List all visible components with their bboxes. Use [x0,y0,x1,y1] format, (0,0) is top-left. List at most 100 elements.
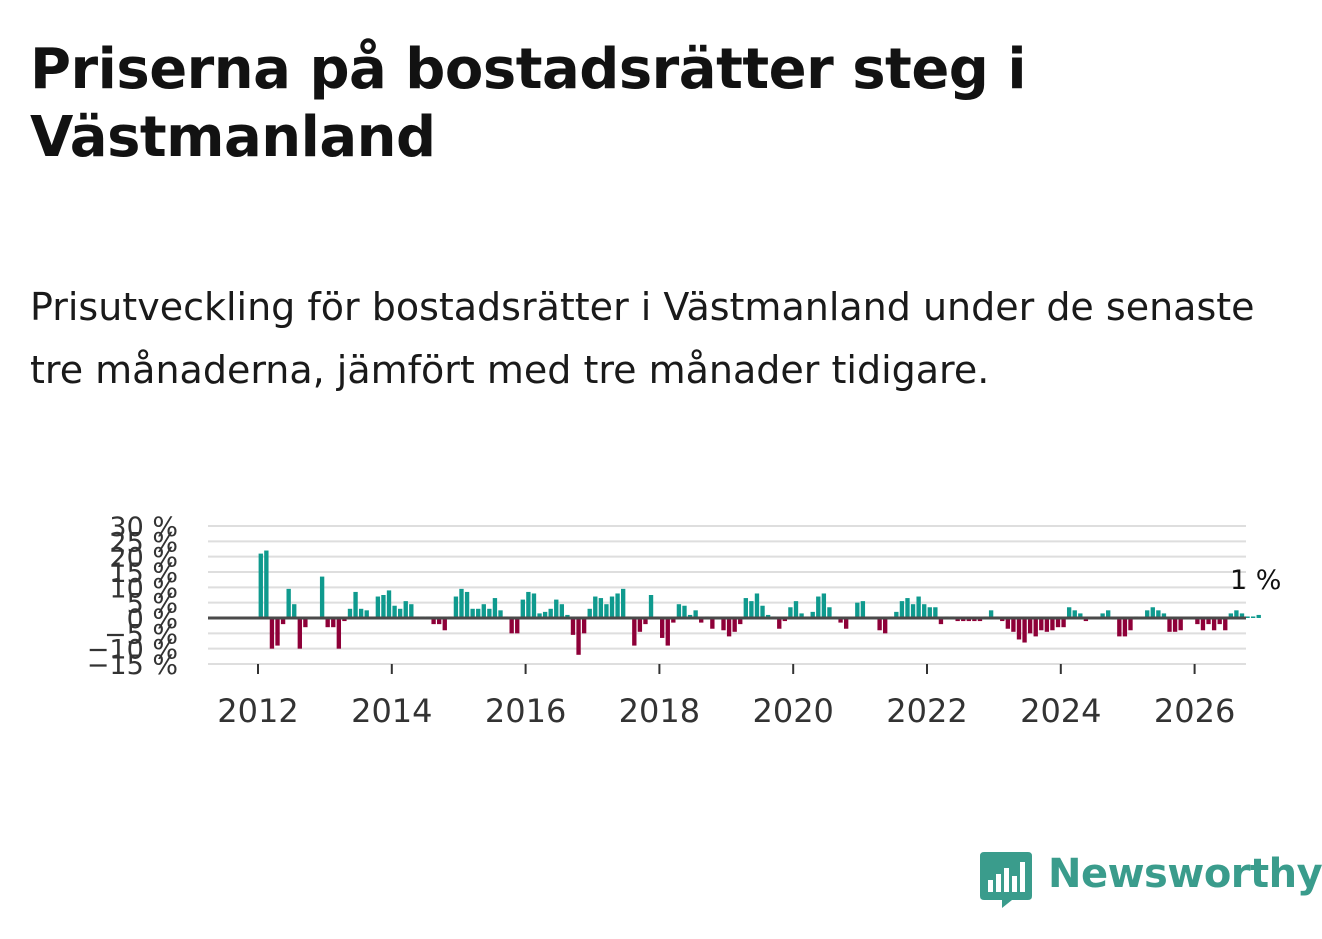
bar [938,618,944,625]
y-tick-label: −10 % [87,635,178,666]
y-tick-label: −15 % [87,650,178,681]
newsworthy-logo: Newsworthy [980,850,1322,910]
bar [1016,618,1022,640]
bar [1055,618,1061,628]
bar [961,618,966,622]
bar [660,618,665,638]
bar [464,591,470,618]
bar [1022,618,1027,643]
bar [358,608,364,618]
bar [1239,613,1245,618]
bar [453,596,459,618]
bar [665,618,670,646]
bar [297,618,302,649]
bar [1206,618,1211,625]
bar [403,601,408,618]
bar [738,618,743,625]
bar [609,596,615,618]
bar [710,618,715,629]
chart-title: Priserna på bostadsrätter steg i Västman… [30,37,1027,170]
bar [264,550,269,618]
y-tick-label: 0 % [127,604,178,635]
y-tick-label: 5 % [127,589,178,620]
y-tick-label: 30 % [109,512,178,543]
bar [1044,618,1050,632]
bar [765,614,771,618]
bar [570,618,576,635]
bar [632,618,637,646]
bar [693,610,698,618]
bar [325,618,330,628]
bar [760,605,765,618]
bar [587,608,592,618]
bar [676,604,682,618]
bar [565,614,570,618]
y-tick-label: 20 % [109,543,178,574]
bar [894,611,899,618]
bar [258,553,263,618]
bar [788,607,793,618]
bar [816,596,821,618]
bar [1000,618,1005,622]
bar [1027,618,1033,634]
x-tick-label: 2024 [1020,692,1101,730]
bar [459,588,464,618]
bar [1050,618,1055,631]
bar [793,601,799,618]
bar [838,618,843,623]
bar [1195,618,1200,625]
x-tick-label: 2026 [1154,692,1235,730]
bar [604,604,609,618]
brand-name: Newsworthy [1048,851,1322,897]
bar [509,618,514,634]
bar [910,604,916,618]
bar [1033,618,1038,637]
bar [1211,618,1217,631]
bar [515,618,520,634]
bar [1117,618,1122,637]
bar [342,618,347,622]
bar [269,618,275,649]
bar [303,618,308,628]
bar [598,598,604,618]
bar [682,605,687,618]
bar [559,604,565,618]
bar [1066,607,1072,618]
bar [905,598,910,618]
bar-chart: −15 %−10 %−5 %0 %5 %10 %15 %20 %25 %30 %… [87,512,1282,730]
bar [353,591,358,618]
bar [520,599,525,618]
bar [754,593,760,618]
bar [699,618,704,623]
bar [827,607,832,618]
bar [1250,616,1256,618]
bar-series [258,550,1261,655]
bar [319,576,325,618]
x-tick-label: 2022 [886,692,967,730]
bar [581,618,587,634]
bar [955,618,960,622]
bar [1078,613,1083,618]
bar [526,591,531,618]
bar [1200,618,1206,631]
bar [620,588,626,618]
bar [364,610,369,618]
x-tick-label: 2016 [485,692,566,730]
bar [1061,618,1066,628]
bar [1083,618,1089,622]
bar [476,608,481,618]
x-tick-label: 2014 [351,692,432,730]
bar [537,613,542,618]
bar [843,618,849,629]
bar [927,607,932,618]
y-tick-label: 10 % [109,573,178,604]
bar [487,608,492,618]
bar [721,618,726,631]
bar [386,590,392,618]
bar [1161,613,1167,618]
bar [554,599,559,618]
bar [576,618,581,655]
bar [275,618,280,646]
bar [916,596,921,618]
x-tick-label: 2018 [619,692,700,730]
